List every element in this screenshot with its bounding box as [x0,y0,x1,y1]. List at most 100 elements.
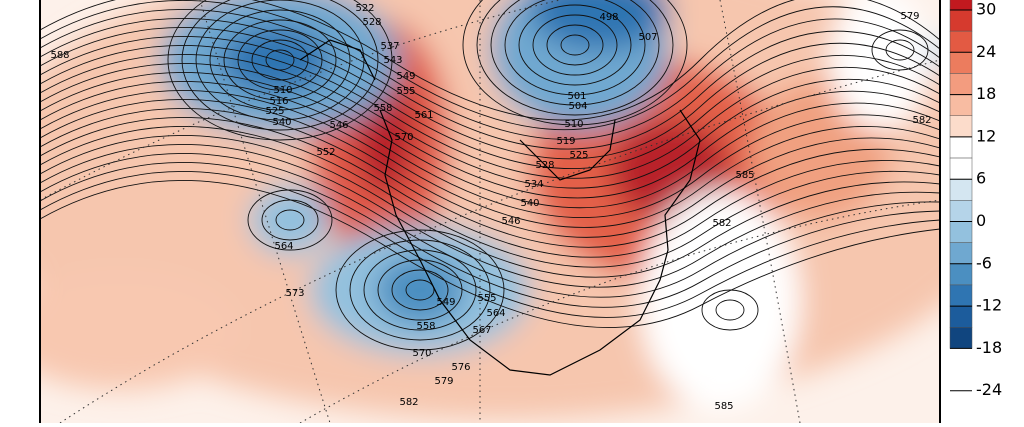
contour-line [167,0,393,141]
colorbar-bin [949,94,973,116]
contour-label: 579 [434,376,453,387]
contour-label: 579 [900,11,919,22]
colorbar-label: -6 [976,253,992,272]
colorbar-label: -24 [976,380,1002,399]
contour-label: 582 [712,218,731,229]
coastlines [299,39,701,376]
contour-label: 582 [399,397,418,408]
contour-line [40,72,940,209]
contour-label: 585 [714,401,733,412]
contour-line [476,0,674,116]
anomaly-area [375,255,465,325]
colorbar-bin [949,9,973,32]
contour-line [490,0,660,106]
contour-line [532,14,618,76]
colorbar-bin [949,200,973,222]
contour-label: 522 [355,3,374,14]
contour-label: 558 [416,321,435,332]
contour-label: 546 [329,120,348,131]
colorbar-label: 30 [976,0,996,19]
colorbar-label: 0 [976,211,986,230]
contour-line [251,39,309,81]
contour-label: 549 [436,297,455,308]
contour-label: 546 [501,216,520,227]
contour-label: 558 [373,103,392,114]
contour-label: 573 [285,288,304,299]
colorbar-label: 12 [976,126,996,145]
colorbar-bin [949,221,973,243]
anomaly-area [40,270,240,390]
contour-label: 570 [412,348,431,359]
contour-line [40,27,940,160]
colorbar-bin [949,0,973,11]
contour-line [391,269,449,311]
colorbar-bin [949,157,973,180]
colorbar-bin [949,178,973,201]
contour-label: 576 [451,362,470,373]
contour-line [363,249,477,331]
contour-label: 525 [569,150,588,161]
height-contours [40,0,940,351]
contour-line [40,162,940,308]
contour-line [40,18,940,150]
colorbar-bin [949,115,973,138]
contour-label: 564 [486,308,505,319]
colorbar-bin [949,52,973,74]
colorbar-bin [949,73,973,95]
colorbar-label: -12 [976,296,1002,315]
colorbar-bin [949,136,973,159]
contour-label: 534 [524,179,543,190]
contour-line [247,189,333,251]
contour-label: 498 [599,12,618,23]
contour-label: 540 [520,198,539,209]
contour-line [275,209,305,231]
contour-line [518,4,632,86]
colorbar-label: -18 [976,338,1002,357]
contour-line [40,9,940,140]
contour-line [40,126,940,268]
contour-line [560,34,590,56]
colorbar-bin [949,30,973,53]
contour-line [462,0,688,126]
contour-label: 510 [564,119,583,130]
contour-line [40,45,940,179]
contour-line [40,180,940,328]
colorbar-bin [949,327,973,349]
colorbar-label: 6 [976,169,986,188]
contour-label: 588 [50,50,69,61]
contour-label: 510 [273,85,292,96]
contour-label: 582 [912,115,931,126]
contour-line [40,0,940,131]
contour-line [40,99,940,238]
contour-line [40,54,940,189]
contour-line [40,63,940,199]
contour-line [181,0,379,131]
anomaly-area [640,190,800,410]
contour-label: 543 [383,55,402,66]
contour-label: 519 [556,136,575,147]
colorbar-bin [949,263,973,286]
contour-label: 561 [414,110,433,121]
colorbar-bin [949,242,973,265]
contour-label: 570 [394,132,413,143]
colorbar: 30 24 18 12 6 0 -6 -12 -18 -24 [949,0,1002,399]
contour-label: 555 [477,293,496,304]
contour-label: 516 [269,96,288,107]
contour-line [715,299,745,321]
contour-label: 537 [380,41,399,52]
contour-label: 528 [362,17,381,28]
contour-label: 585 [735,170,754,181]
contour-label: 525 [265,106,284,117]
contour-label: 540 [272,117,291,128]
contour-label: 555 [396,86,415,97]
colorbar-label: 24 [976,42,996,61]
contour-label: 549 [396,71,415,82]
contour-line [40,108,940,248]
contour-line [40,171,940,318]
contour-label: 552 [316,147,335,158]
contour-line [40,144,940,288]
contour-line [40,36,940,170]
contour-line [701,289,759,331]
